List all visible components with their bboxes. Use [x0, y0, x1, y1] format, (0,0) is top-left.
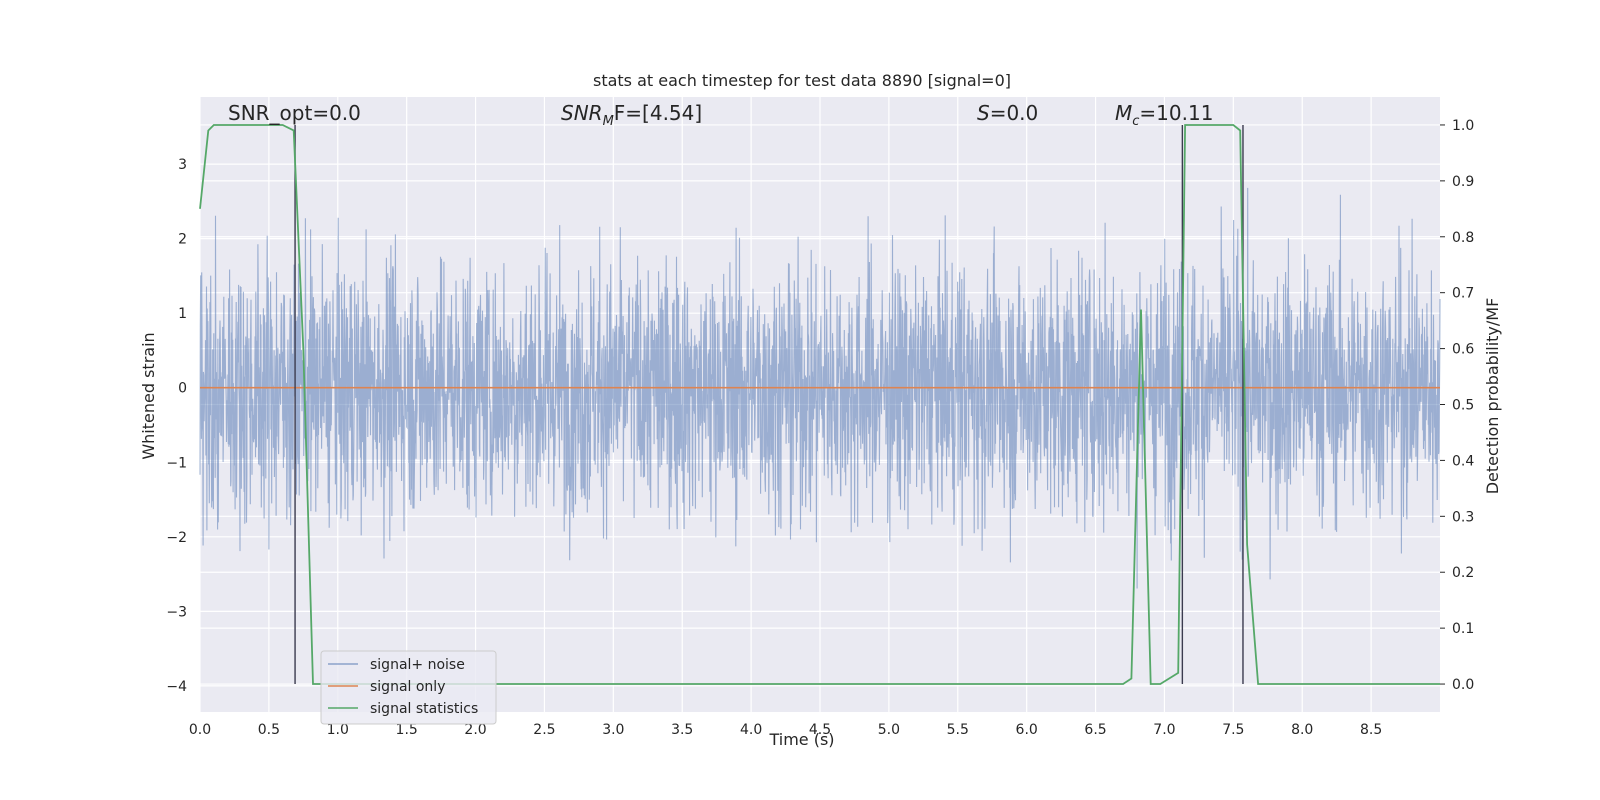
- y2-tick-label: 0.7: [1452, 286, 1474, 302]
- x-tick-label: 6.0: [1016, 722, 1038, 738]
- y2-tick-label: 0.3: [1452, 509, 1474, 525]
- x-tick-label: 2.0: [464, 722, 486, 738]
- annotation-snr-opt: SNR_opt=0.0: [228, 101, 361, 125]
- series-signal-statistics: [199, 124, 1440, 685]
- snr-mf-subscript: M: [603, 114, 614, 129]
- x-tick-label: 3.5: [671, 722, 693, 738]
- x-tick-label: 2.5: [533, 722, 555, 738]
- y-tick-label: 1: [178, 306, 187, 322]
- x-axis-label: Time (s): [768, 730, 834, 749]
- y-tick-label: 2: [178, 232, 187, 248]
- x-tick-label: 4.0: [740, 722, 762, 738]
- y2-tick-label: 0.4: [1452, 453, 1474, 469]
- y-tick-label: −3: [166, 604, 187, 620]
- y2-tick-label: 0.2: [1452, 565, 1474, 581]
- y-tick-label: 0: [178, 381, 187, 397]
- x-tick-label: 1.5: [396, 722, 418, 738]
- y-axis-label: Whitened strain: [139, 332, 158, 459]
- y-tick-label: −4: [166, 679, 187, 695]
- x-tick-label: 8.5: [1360, 722, 1382, 738]
- annotation-mc: Mc=10.11: [1115, 101, 1213, 129]
- x-tick-label: 5.5: [947, 722, 969, 738]
- legend: signal+ noise signal only signal statist…: [320, 650, 497, 725]
- mc-subscript: c: [1132, 114, 1139, 129]
- mc-value: =10.11: [1139, 101, 1213, 125]
- y-tick-label: −1: [166, 455, 187, 471]
- y2-tick-label: 0.5: [1452, 398, 1474, 414]
- chart-title: stats at each timestep for test data 889…: [593, 71, 1011, 90]
- x-tick-label: 3.0: [602, 722, 624, 738]
- noise-trace: [199, 187, 1441, 589]
- x-tick-label: 6.5: [1084, 722, 1106, 738]
- legend-label-signal-noise: signal+ noise: [370, 657, 465, 673]
- legend-label-signal-only: signal only: [370, 679, 445, 695]
- y2-tick-label: 0.8: [1452, 230, 1474, 246]
- y2-tick-label: 1.0: [1452, 118, 1474, 134]
- y-tick-label: 3: [178, 157, 187, 173]
- y2-tick-label: 0.1: [1452, 621, 1474, 637]
- mc-symbol: M: [1115, 101, 1132, 125]
- x-tick-label: 0.5: [258, 722, 280, 738]
- legend-label-signal-statistics: signal statistics: [370, 701, 478, 717]
- y-tick-label: −2: [166, 530, 187, 546]
- x-tick-label: 4.5: [809, 722, 831, 738]
- snr-mf-symbol: SNR: [561, 101, 603, 125]
- y2-tick-label: 0.6: [1452, 342, 1474, 358]
- s-value: =0.0: [990, 101, 1039, 125]
- legend-box: [320, 650, 497, 725]
- signal-statistics-line: [199, 124, 1440, 685]
- annotation-snr-mf: SNRMF=[4.54]: [561, 101, 702, 129]
- annotation-s: S=0.0: [977, 101, 1038, 125]
- tick-labels: 0.0 0.5 1.0 1.5 2.0 2.5 3.0 3.5 4.0 4.5 5.0 5.5 6.0 6…: [166, 118, 1474, 738]
- y2-axis-label: Detection probability/MF: [1483, 298, 1502, 495]
- x-tick-label: 7.0: [1153, 722, 1175, 738]
- s-symbol: S: [977, 101, 990, 125]
- x-tick-label: 8.0: [1291, 722, 1313, 738]
- y2-tick-label: 0.9: [1452, 174, 1474, 190]
- x-tick-label: 7.5: [1222, 722, 1244, 738]
- x-tick-label: 5.0: [878, 722, 900, 738]
- x-tick-label: 1.0: [327, 722, 349, 738]
- x-tick-label: 0.0: [189, 722, 211, 738]
- y2-tick-label: 0.0: [1452, 677, 1474, 693]
- snr-mf-value: F=[4.54]: [614, 101, 702, 125]
- series-signal-noise: [199, 187, 1441, 589]
